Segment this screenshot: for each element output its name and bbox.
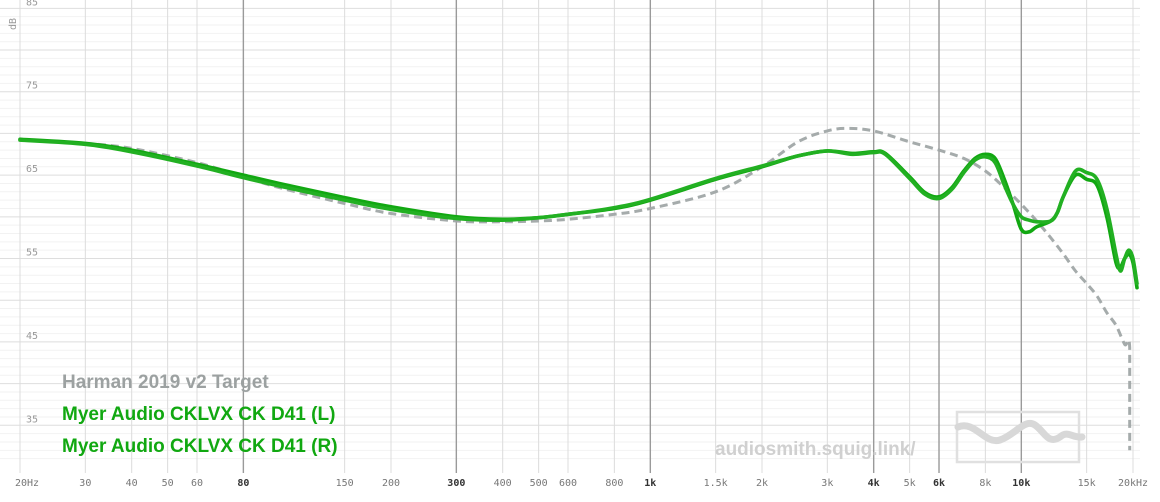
x-tick-label: 8k bbox=[979, 478, 991, 489]
x-tick-label: 50 bbox=[162, 478, 174, 489]
x-tick-label: 200 bbox=[382, 478, 400, 489]
x-tick-label: 2k bbox=[756, 478, 768, 489]
y-tick-label: 35 bbox=[26, 414, 38, 425]
legend: Harman 2019 v2 Target Myer Audio CKLVX C… bbox=[62, 372, 338, 457]
curves bbox=[18, 126, 1139, 451]
x-tick-label: 20kHz bbox=[1118, 478, 1148, 489]
target-curve bbox=[19, 126, 1132, 451]
measurement-curve bbox=[18, 138, 1139, 286]
watermark: audiosmith.squig.link/ bbox=[715, 410, 1086, 464]
watermark-text: audiosmith.squig.link/ bbox=[715, 439, 916, 460]
y-tick-label: 75 bbox=[26, 81, 38, 92]
x-tick-label: 600 bbox=[559, 478, 577, 489]
y-tick-label: 45 bbox=[26, 331, 38, 342]
legend-item-target[interactable]: Harman 2019 v2 Target bbox=[62, 372, 269, 393]
x-tick-label: 800 bbox=[605, 478, 623, 489]
x-tick-label: 10k bbox=[1012, 478, 1030, 489]
legend-item-right[interactable]: Myer Audio CKLVX CK D41 (R) bbox=[62, 436, 338, 457]
x-tick-label: 80 bbox=[237, 478, 249, 489]
y-tick-label: 85 bbox=[26, 0, 38, 8]
y-tick-label: 55 bbox=[26, 248, 38, 259]
x-tick-label: 400 bbox=[494, 478, 512, 489]
x-tick-label: 3k bbox=[821, 478, 833, 489]
grid bbox=[0, 0, 1140, 473]
x-tick-label: 6k bbox=[933, 478, 945, 489]
x-tick-label: 150 bbox=[336, 478, 354, 489]
y-axis: dB 85 75 65 55 45 35 bbox=[8, 0, 38, 425]
x-tick-label: 30 bbox=[79, 478, 91, 489]
x-tick-label: 5k bbox=[904, 478, 916, 489]
x-tick-label: 20Hz bbox=[15, 478, 39, 489]
y-axis-label: dB bbox=[8, 18, 19, 30]
squiglink-logo-icon bbox=[954, 410, 1086, 464]
x-tick-label: 300 bbox=[447, 478, 465, 489]
x-tick-label: 1.5k bbox=[704, 478, 728, 489]
legend-item-left[interactable]: Myer Audio CKLVX CK D41 (L) bbox=[62, 404, 335, 425]
x-tick-label: 500 bbox=[530, 478, 548, 489]
x-tick-label: 60 bbox=[191, 478, 203, 489]
x-tick-label: 4k bbox=[868, 478, 880, 489]
y-tick-label: 65 bbox=[26, 164, 38, 175]
x-axis: 20Hz 30 40 50 60 80 150 200 300 400 500 600 800 1k 1.5… bbox=[15, 478, 1148, 489]
x-tick-label: 1k bbox=[644, 478, 656, 489]
x-tick-label: 40 bbox=[126, 478, 138, 489]
x-tick-label: 15k bbox=[1078, 478, 1096, 489]
